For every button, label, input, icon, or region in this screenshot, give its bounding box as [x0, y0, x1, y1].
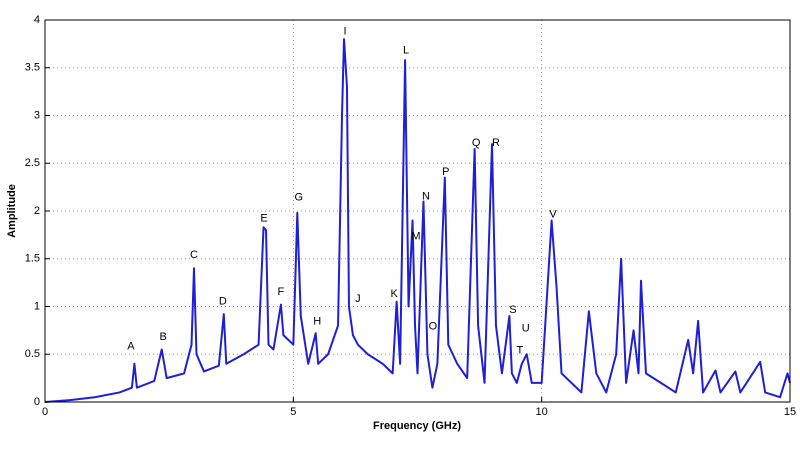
y-tick-label: 1 — [34, 300, 40, 312]
peak-label: E — [260, 213, 267, 225]
peak-label: M — [411, 231, 420, 243]
peak-label: G — [295, 192, 304, 204]
y-tick-label: 3.5 — [25, 62, 40, 74]
peak-label: O — [429, 320, 438, 332]
peak-label: V — [549, 209, 557, 221]
peak-label: K — [390, 288, 398, 300]
x-tick-label: 0 — [42, 406, 48, 418]
peak-label: D — [219, 296, 227, 308]
y-tick-label: 4 — [34, 14, 40, 26]
peak-label: H — [313, 316, 321, 328]
y-tick-label: 2.5 — [25, 157, 40, 169]
x-tick-label: 5 — [290, 406, 296, 418]
peak-label: U — [522, 322, 530, 334]
y-tick-label: 0.5 — [25, 348, 40, 360]
peak-label: A — [127, 341, 135, 353]
y-tick-label: 1.5 — [25, 253, 40, 265]
x-axis-title: Frequency (GHz) — [373, 420, 461, 432]
peak-label: P — [442, 166, 449, 178]
peak-label: B — [160, 331, 167, 343]
peak-label: Q — [472, 137, 481, 149]
plot-frame — [44, 19, 791, 403]
peak-label: T — [516, 344, 523, 356]
peak-label: L — [403, 44, 409, 56]
y-tick-label: 2 — [34, 205, 40, 217]
peak-label: R — [492, 137, 500, 149]
peak-label: N — [422, 191, 430, 203]
y-tick-label: 0 — [34, 396, 40, 408]
peak-label: J — [355, 293, 361, 305]
y-axis-title: Amplitude — [6, 184, 18, 238]
peak-label: C — [190, 249, 198, 261]
spectrum-line — [44, 38, 791, 403]
x-tick-label: 10 — [536, 406, 548, 418]
x-tick-label: 15 — [784, 406, 796, 418]
y-tick-label: 3 — [34, 109, 40, 121]
peak-label: S — [509, 304, 516, 316]
peak-label: F — [278, 286, 285, 298]
peak-label: I — [343, 25, 346, 37]
